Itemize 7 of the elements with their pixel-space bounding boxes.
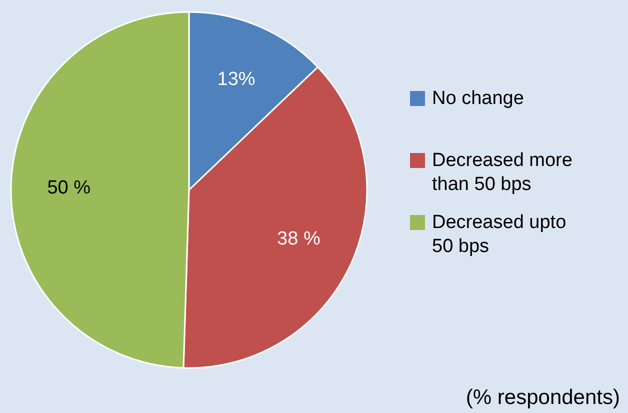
legend-label: Decreased upto 50 bps bbox=[432, 212, 566, 256]
data-label: 13% bbox=[217, 69, 256, 90]
data-label: 38 % bbox=[277, 228, 320, 250]
text: (% respondents) bbox=[466, 386, 620, 409]
data-label: 50 % bbox=[47, 178, 91, 199]
legend-label: No change bbox=[432, 88, 524, 108]
legend-label: Decreased more than 50 bps bbox=[432, 150, 572, 194]
